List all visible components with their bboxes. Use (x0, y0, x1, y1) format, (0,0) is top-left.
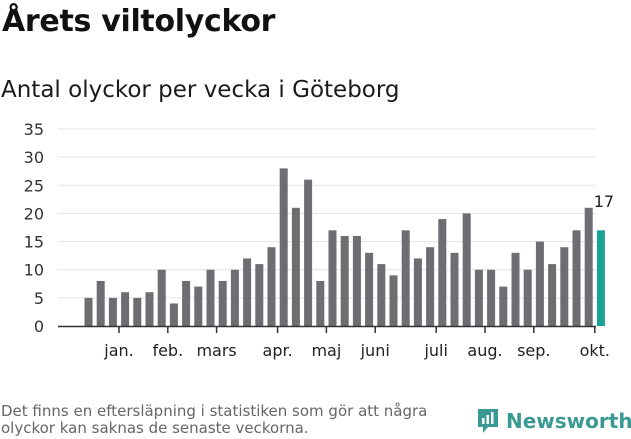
x-tick-label: maj (311, 341, 341, 360)
bar (426, 247, 435, 326)
bar (304, 179, 313, 326)
data-label: 17 (594, 192, 614, 211)
bar (511, 252, 520, 326)
chart-title: Årets viltolyckor (2, 4, 276, 39)
bar (84, 297, 93, 326)
x-tick-label: aug. (467, 341, 502, 360)
bar (267, 247, 276, 326)
bar (255, 264, 264, 326)
x-tick-label: apr. (263, 341, 293, 360)
bar (352, 235, 361, 326)
footnote: Det finns en eftersläpning i statistiken… (1, 402, 428, 437)
bar (377, 264, 386, 326)
bar (316, 280, 325, 326)
bar (438, 219, 447, 326)
y-tick-label: 30 (24, 148, 44, 167)
bar (218, 280, 227, 326)
bar (121, 292, 130, 326)
bar (328, 230, 337, 326)
y-tick-label: 25 (24, 176, 44, 195)
bar (279, 168, 288, 326)
bar (560, 247, 569, 326)
y-tick-label: 10 (24, 261, 44, 280)
chart-subtitle: Antal olyckor per vecka i Göteborg (1, 77, 400, 103)
bar (340, 235, 349, 326)
bar (487, 269, 496, 326)
bar (535, 241, 544, 326)
x-tick-label: mars (196, 341, 236, 360)
bar (169, 303, 178, 326)
y-tick-label: 0 (34, 317, 44, 336)
y-tick-label: 35 (24, 120, 44, 139)
bar (462, 213, 471, 326)
bar (230, 269, 239, 326)
bar (157, 269, 166, 326)
x-tick-label: feb. (152, 341, 183, 360)
newsworthy-brand[interactable]: Newsworthy (476, 407, 631, 435)
bar (182, 280, 191, 326)
bar (206, 269, 215, 326)
bar (96, 280, 105, 326)
bar (243, 258, 252, 326)
bar (499, 286, 508, 326)
bar (401, 230, 410, 326)
x-tick-label: okt. (580, 341, 610, 360)
bar (474, 269, 483, 326)
x-tick-label: juli (423, 341, 447, 360)
bar-highlight (596, 230, 605, 326)
bar (291, 207, 300, 326)
x-tick-label: juni (360, 341, 390, 360)
x-tick-label: sep. (517, 341, 550, 360)
bar (108, 297, 117, 326)
y-tick-label: 20 (24, 204, 44, 223)
brand-name: Newsworthy (506, 409, 631, 433)
x-tick-label: jan. (103, 341, 133, 360)
bar (365, 252, 374, 326)
bar (572, 230, 581, 326)
bar (413, 258, 422, 326)
bar (133, 297, 142, 326)
y-tick-label: 15 (24, 233, 44, 252)
bar (523, 269, 532, 326)
bar (145, 292, 154, 326)
bar (584, 207, 593, 326)
bar (450, 252, 459, 326)
newsworthy-logo-icon (478, 409, 498, 433)
bar (548, 264, 557, 326)
y-tick-label: 5 (34, 289, 44, 308)
bar (194, 286, 203, 326)
bar (389, 275, 398, 326)
